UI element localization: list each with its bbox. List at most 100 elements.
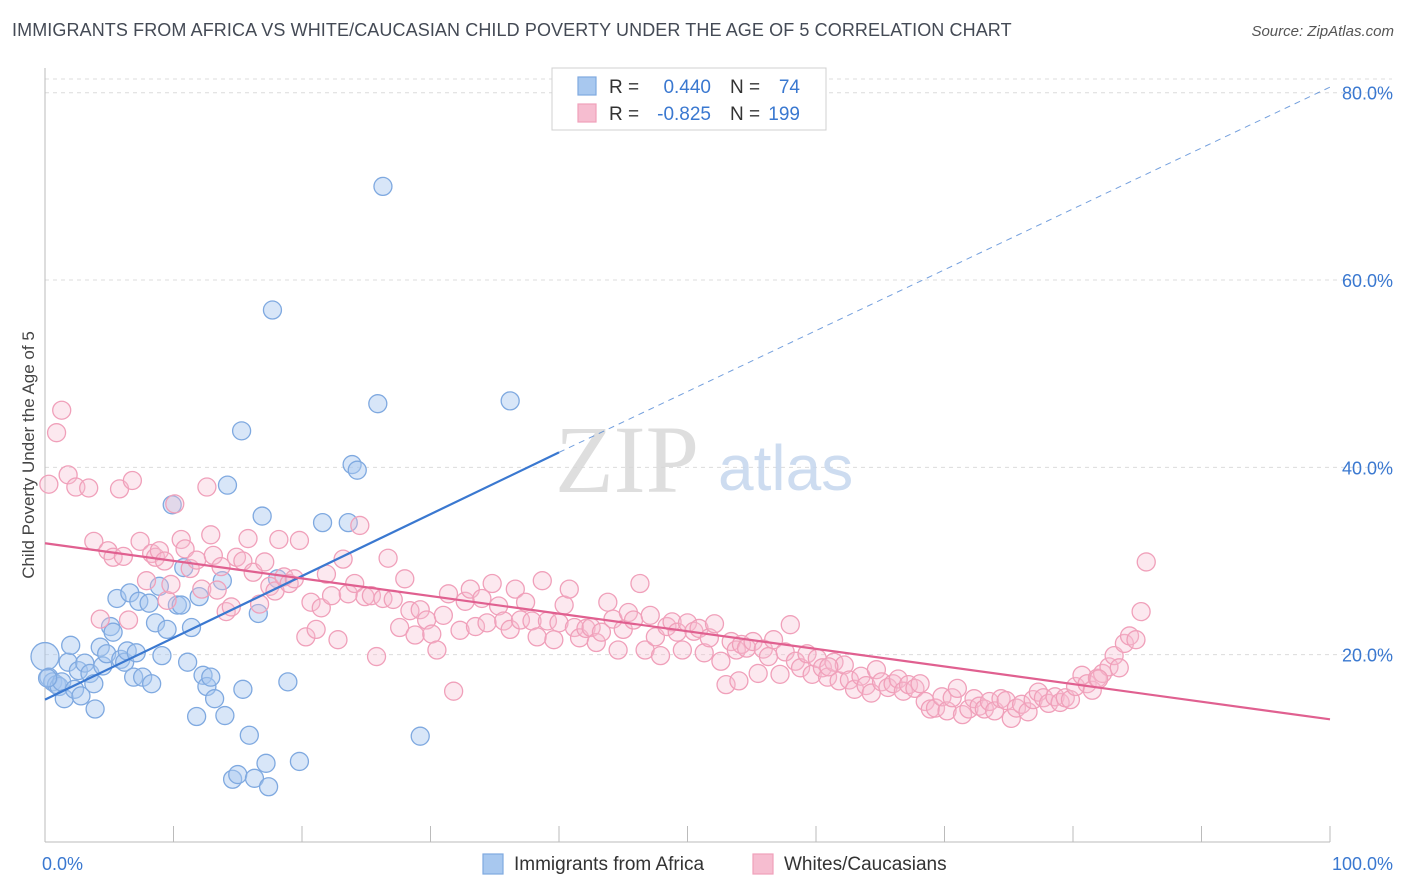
point-whites-caucasians (361, 586, 382, 606)
point-whites-caucasians (515, 592, 536, 612)
point-whites-caucasians (608, 640, 628, 660)
stats-n-value: 74 (779, 77, 801, 98)
point-immigrants-from-africa (233, 679, 253, 699)
point-whites-caucasians (554, 595, 574, 615)
point-whites-caucasians (201, 525, 221, 545)
point-whites-caucasians (812, 658, 833, 678)
point-immigrants-from-africa (342, 454, 362, 475)
point-whites-caucasians (1018, 702, 1038, 722)
point-immigrants-from-africa (312, 512, 333, 533)
point-immigrants-from-africa (152, 645, 172, 666)
point-whites-caucasians (770, 664, 790, 685)
point-whites-caucasians (1006, 698, 1027, 718)
point-whites-caucasians (118, 610, 139, 630)
point-whites-caucasians (395, 569, 415, 589)
point-whites-caucasians (780, 615, 800, 635)
point-whites-caucasians (979, 691, 1000, 712)
point-whites-caucasians (996, 690, 1016, 711)
point-immigrants-from-africa (189, 586, 209, 607)
point-immigrants-from-africa (201, 667, 221, 687)
point-whites-caucasians (321, 586, 342, 606)
stats-r-value: -0.825 (657, 104, 711, 125)
point-whites-caucasians (378, 548, 398, 568)
trend-line-whites-caucasians (44, 542, 1331, 721)
trend-lines (44, 86, 1331, 721)
point-whites-caucasians (527, 627, 547, 647)
series-immigrants-from-africa (30, 176, 520, 797)
point-whites-caucasians (207, 580, 227, 600)
point-whites-caucasians (1109, 658, 1129, 678)
stats-n-value: 199 (768, 104, 800, 125)
point-whites-caucasians (52, 400, 72, 420)
point-immigrants-from-africa (61, 635, 81, 655)
point-immigrants-from-africa (244, 768, 265, 788)
point-immigrants-from-africa (228, 764, 248, 785)
legend-swatch (752, 853, 774, 875)
point-immigrants-from-africa (347, 460, 367, 480)
point-whites-caucasians (427, 640, 447, 660)
y-tick-label: 80.0% (1342, 84, 1393, 104)
point-whites-caucasians (197, 477, 217, 497)
chart-title: IMMIGRANTS FROM AFRICA VS WHITE/CAUCASIA… (12, 20, 1012, 40)
point-immigrants-from-africa (68, 660, 89, 681)
point-whites-caucasians (400, 601, 420, 621)
point-whites-caucasians (90, 609, 110, 629)
point-immigrants-from-africa (186, 706, 207, 727)
point-whites-caucasians (405, 625, 425, 645)
point-immigrants-from-africa (217, 475, 238, 495)
point-immigrants-from-africa (204, 689, 225, 709)
point-whites-caucasians (130, 531, 150, 552)
watermark: ZIP atlas (555, 406, 853, 513)
point-whites-caucasians (942, 688, 962, 708)
point-immigrants-from-africa (252, 506, 272, 526)
point-whites-caucasians (598, 592, 618, 612)
point-immigrants-from-africa (181, 617, 202, 638)
point-whites-caucasians (289, 530, 310, 551)
point-whites-caucasians (390, 617, 410, 638)
point-immigrants-from-africa (278, 672, 298, 692)
stats-n-label: N = (730, 77, 760, 98)
point-whites-caucasians (1131, 601, 1151, 622)
point-immigrants-from-africa (30, 641, 60, 672)
point-immigrants-from-africa (177, 652, 198, 672)
point-whites-caucasians (113, 546, 134, 566)
x-tick-label: 100.0% (1332, 854, 1393, 874)
axes (44, 68, 1331, 843)
point-whites-caucasians (834, 655, 854, 675)
point-whites-caucasians (383, 589, 403, 610)
point-whites-caucasians (249, 594, 270, 614)
trend-line-extension (558, 86, 1331, 453)
point-whites-caucasians (694, 643, 714, 663)
point-whites-caucasians (758, 646, 779, 667)
point-whites-caucasians (192, 579, 212, 599)
point-immigrants-from-africa (239, 725, 259, 745)
point-whites-caucasians (1001, 708, 1021, 729)
point-whites-caucasians (255, 552, 275, 572)
point-immigrants-from-africa (256, 753, 276, 773)
point-whites-caucasians (729, 671, 749, 691)
point-whites-caucasians (136, 571, 157, 591)
point-whites-caucasians (165, 494, 185, 514)
point-immigrants-from-africa (37, 668, 58, 688)
point-whites-caucasians (450, 620, 470, 640)
point-whites-caucasians (790, 658, 811, 678)
point-immigrants-from-africa (71, 686, 91, 706)
stats-n-label: N = (730, 104, 760, 125)
point-whites-caucasians (947, 678, 967, 699)
point-whites-caucasians (350, 515, 370, 536)
x-tick-label: 0.0% (42, 854, 83, 874)
bottom-legend: Immigrants from Africa Whites/Caucasians (482, 853, 947, 875)
point-immigrants-from-africa (338, 512, 358, 533)
point-whites-caucasians (559, 579, 579, 599)
point-immigrants-from-africa (368, 394, 388, 414)
legend-swatch (482, 853, 504, 875)
point-whites-caucasians (505, 579, 525, 599)
point-whites-caucasians (672, 640, 693, 660)
tick-labels: 20.0% 40.0% 60.0% 80.0% 0.0% 100.0% (42, 84, 1393, 874)
point-whites-caucasians (328, 630, 348, 650)
point-whites-caucasians (422, 624, 442, 644)
point-whites-caucasians (630, 573, 650, 594)
series-whites-caucasians (39, 400, 1156, 729)
point-immigrants-from-africa (231, 421, 252, 441)
point-whites-caucasians (1126, 630, 1146, 650)
